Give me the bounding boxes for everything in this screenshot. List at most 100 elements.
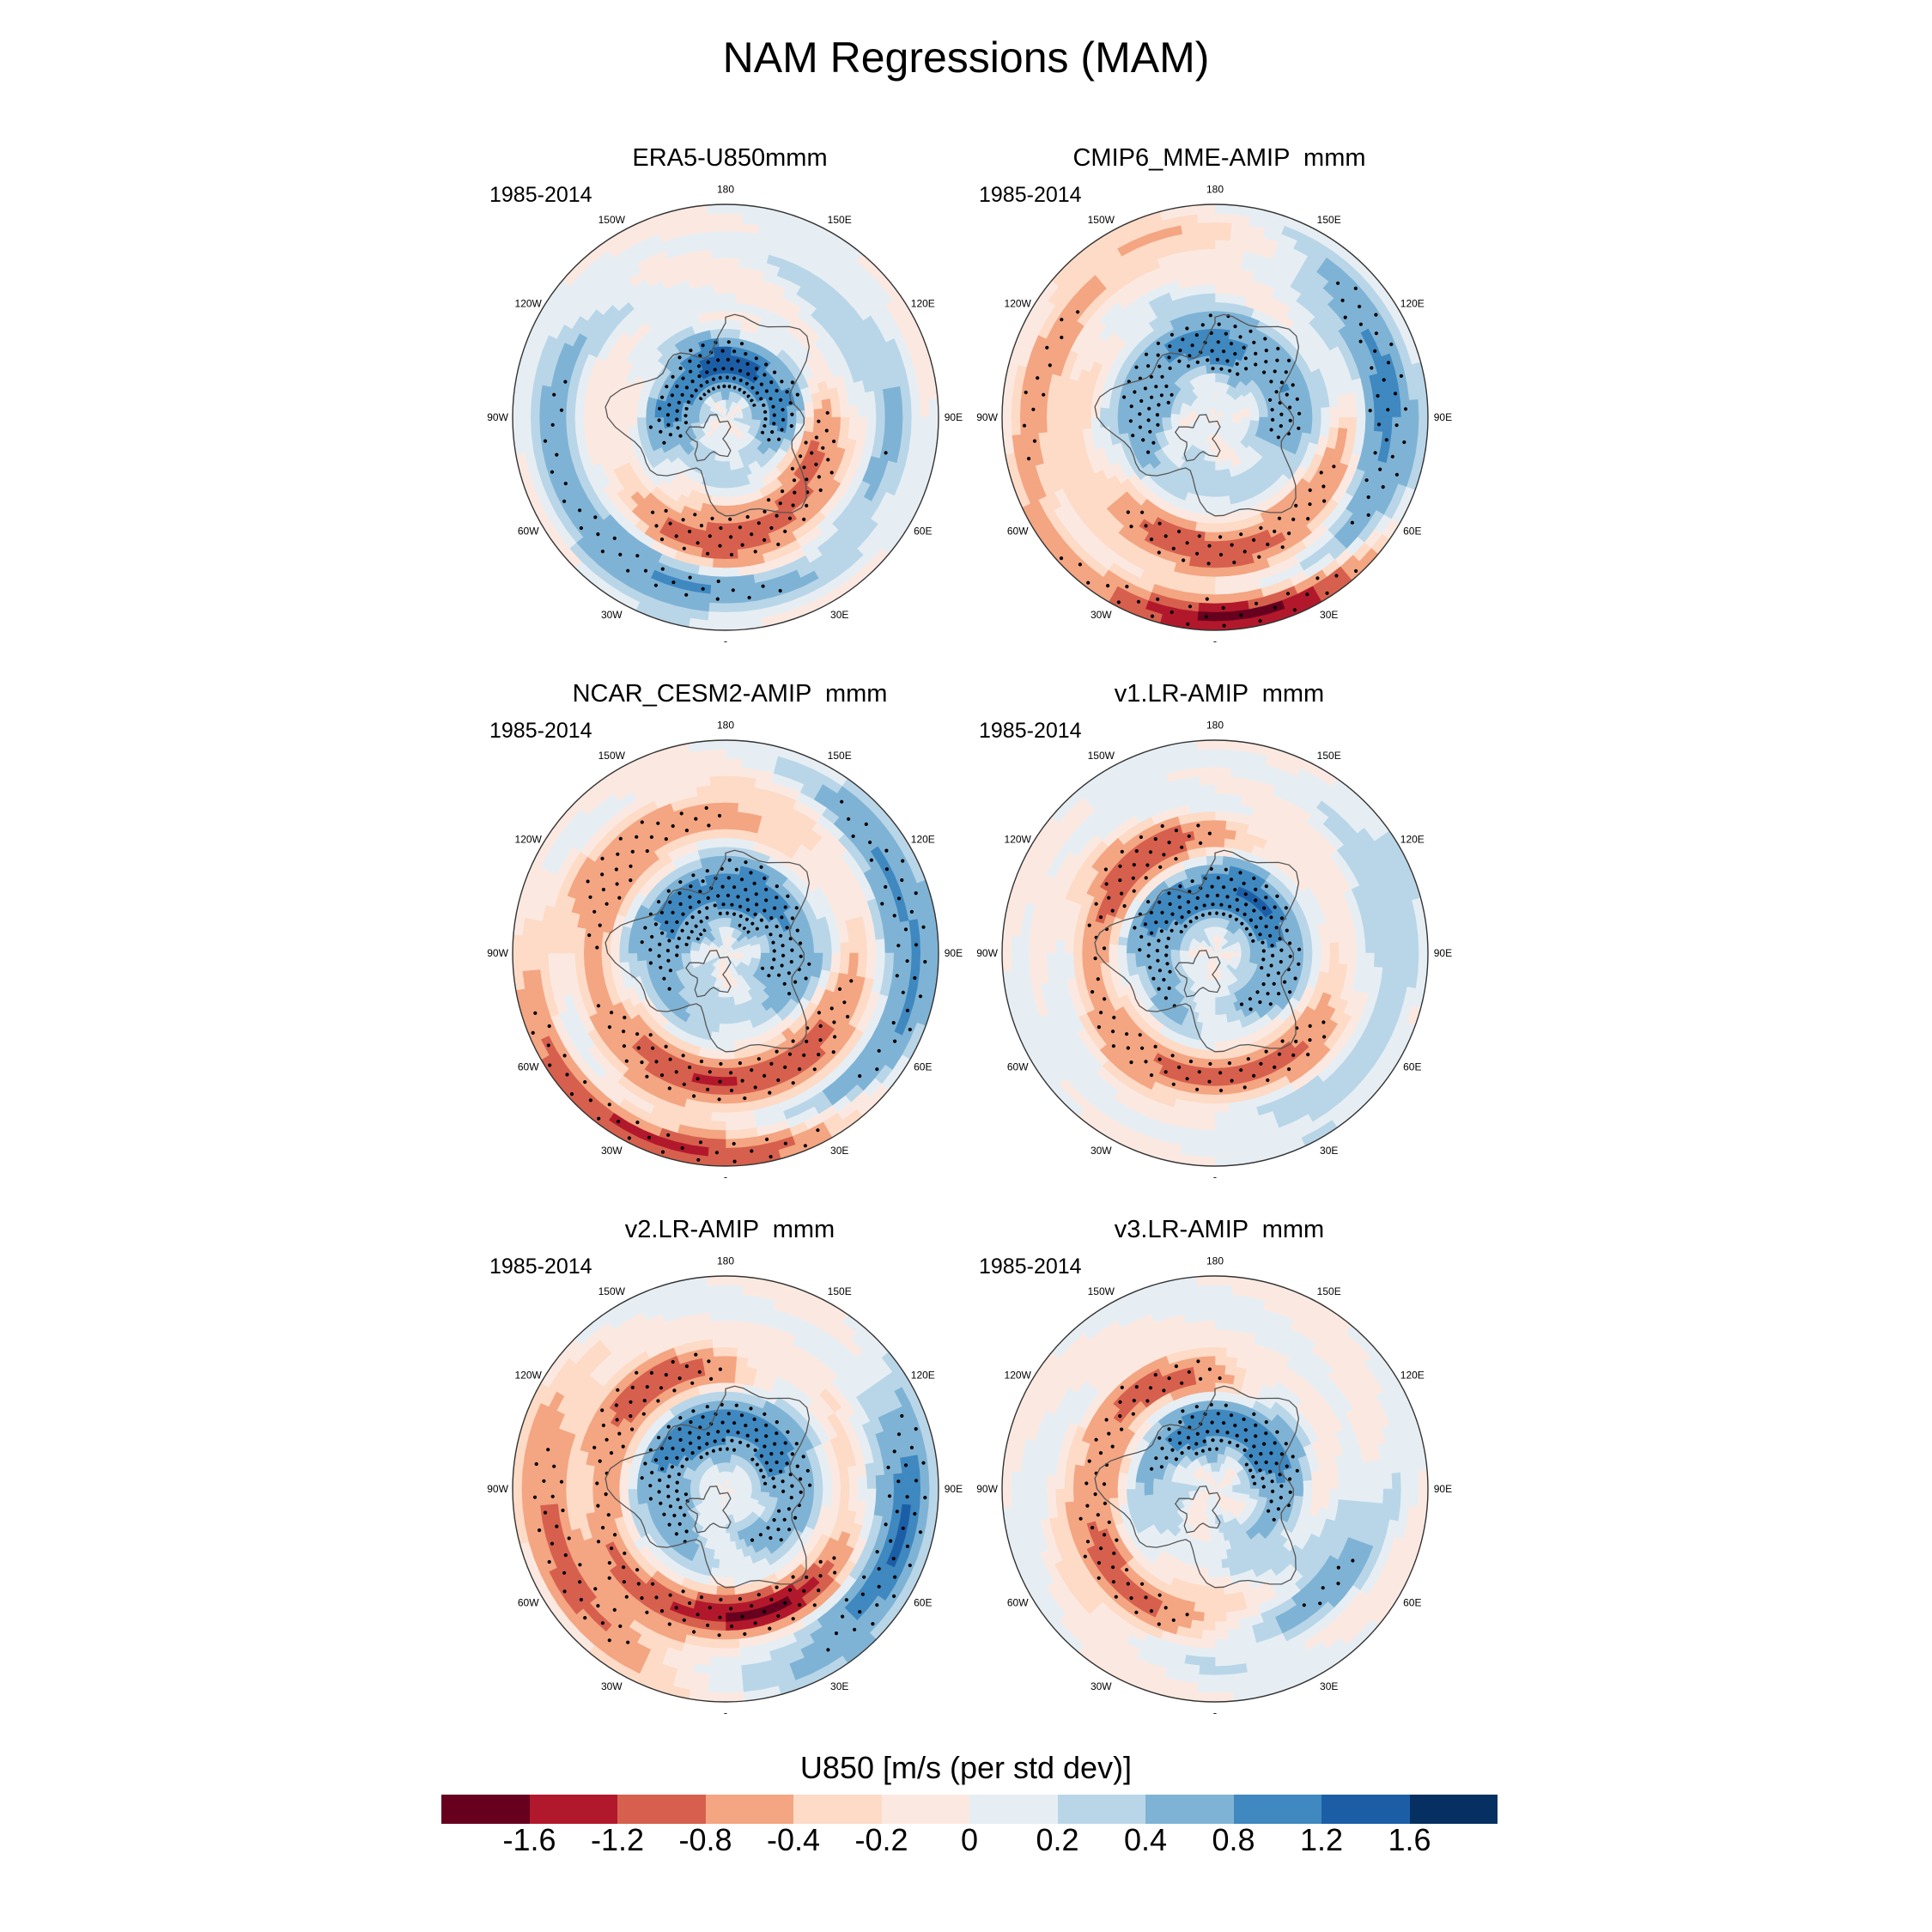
- significance-dot: [1138, 425, 1142, 429]
- field-cell: [713, 882, 721, 893]
- significance-dot: [762, 509, 767, 513]
- field-cell: [1204, 292, 1216, 303]
- significance-dot: [753, 912, 757, 916]
- field-cell: [725, 239, 742, 250]
- field-cell: [710, 248, 726, 259]
- field-cell: [1214, 505, 1224, 516]
- significance-dot: [1334, 574, 1339, 578]
- field-cell: [1311, 416, 1322, 428]
- significance-dot: [690, 380, 695, 384]
- field-cell: [829, 933, 841, 945]
- field-cell: [1209, 355, 1216, 365]
- significance-dot: [708, 534, 712, 538]
- field-cell: [1347, 404, 1358, 418]
- significance-dot: [1076, 310, 1080, 314]
- significance-dot: [750, 921, 755, 926]
- significance-dot: [640, 940, 644, 945]
- field-cell: [1214, 301, 1226, 312]
- significance-dot: [1264, 349, 1268, 353]
- field-cell: [910, 399, 921, 418]
- field-cell: [920, 416, 931, 436]
- significance-dot: [1229, 342, 1234, 346]
- significance-dot: [671, 580, 676, 585]
- field-cell: [565, 403, 576, 418]
- significance-dot: [1146, 418, 1151, 422]
- significance-dot: [1182, 558, 1186, 562]
- significance-dot: [1268, 398, 1273, 402]
- field-cell: [893, 401, 904, 418]
- significance-dot: [829, 471, 834, 475]
- significance-dot: [756, 1057, 761, 1061]
- significance-dot: [670, 393, 674, 398]
- significance-dot: [781, 489, 785, 494]
- significance-dot: [807, 962, 811, 966]
- significance-dot: [677, 400, 681, 404]
- significance-dot: [1244, 367, 1249, 371]
- significance-dot: [746, 908, 750, 912]
- field-cell: [610, 933, 622, 945]
- significance-dot: [771, 940, 775, 945]
- significance-dot: [763, 410, 768, 414]
- field-cell: [1214, 328, 1224, 338]
- significance-dot: [793, 980, 798, 984]
- field-cell: [725, 1024, 733, 1034]
- significance-dot: [1218, 535, 1223, 539]
- significance-dot: [1060, 318, 1064, 322]
- field-cell: [884, 402, 895, 418]
- field-cell: [731, 1023, 740, 1033]
- significance-dot: [1205, 597, 1209, 601]
- field-cell: [717, 496, 726, 507]
- field-cell: [1203, 283, 1216, 295]
- significance-dot: [716, 358, 720, 362]
- significance-dot: [744, 381, 750, 386]
- significance-dot: [678, 366, 683, 370]
- significance-dot: [688, 359, 692, 363]
- significance-dot: [654, 524, 659, 528]
- field-cell: [1293, 401, 1304, 411]
- significance-dot: [648, 961, 653, 965]
- significance-dot: [1181, 337, 1185, 342]
- significance-dot: [682, 546, 686, 550]
- field-cell: [1099, 406, 1109, 418]
- field-cell: [1356, 404, 1367, 418]
- field-cell: [1214, 257, 1230, 268]
- field-cell: [636, 423, 647, 434]
- significance-dot: [706, 896, 710, 900]
- significance-dot: [676, 426, 680, 430]
- field-cell: [627, 408, 638, 418]
- significance-dot: [1233, 325, 1237, 329]
- field-cell: [1196, 620, 1216, 630]
- field-cell: [1294, 416, 1304, 426]
- field-cell: [1207, 337, 1216, 347]
- significance-dot: [1275, 358, 1279, 362]
- field-cell: [1054, 416, 1066, 432]
- field-cell: [902, 400, 913, 418]
- significance-dot: [648, 1033, 653, 1037]
- field-cell: [1219, 477, 1228, 489]
- significance-dot: [550, 422, 555, 427]
- longitude-label: 180: [1206, 184, 1224, 196]
- field-cell: [805, 945, 815, 954]
- field-cell: [1204, 532, 1216, 543]
- significance-dot: [635, 554, 640, 558]
- field-cell: [715, 846, 726, 857]
- significance-dot: [1218, 552, 1224, 557]
- significance-dot: [736, 359, 740, 363]
- significance-dot: [1263, 337, 1267, 341]
- significance-dot: [1144, 352, 1149, 356]
- field-cell: [1214, 265, 1229, 276]
- significance-dot: [817, 1011, 821, 1015]
- significance-dot: [785, 926, 789, 930]
- significance-dot: [793, 490, 797, 495]
- significance-dot: [688, 895, 692, 899]
- significance-dot: [1273, 605, 1277, 610]
- significance-dot: [579, 526, 583, 531]
- field-cell: [1214, 248, 1230, 259]
- significance-dot: [680, 928, 684, 933]
- field-cell: [1117, 424, 1128, 435]
- field-cell: [636, 952, 647, 962]
- significance-dot: [772, 949, 776, 953]
- field-cell: [725, 575, 741, 586]
- significance-dot: [747, 595, 751, 600]
- field-cell: [822, 943, 833, 954]
